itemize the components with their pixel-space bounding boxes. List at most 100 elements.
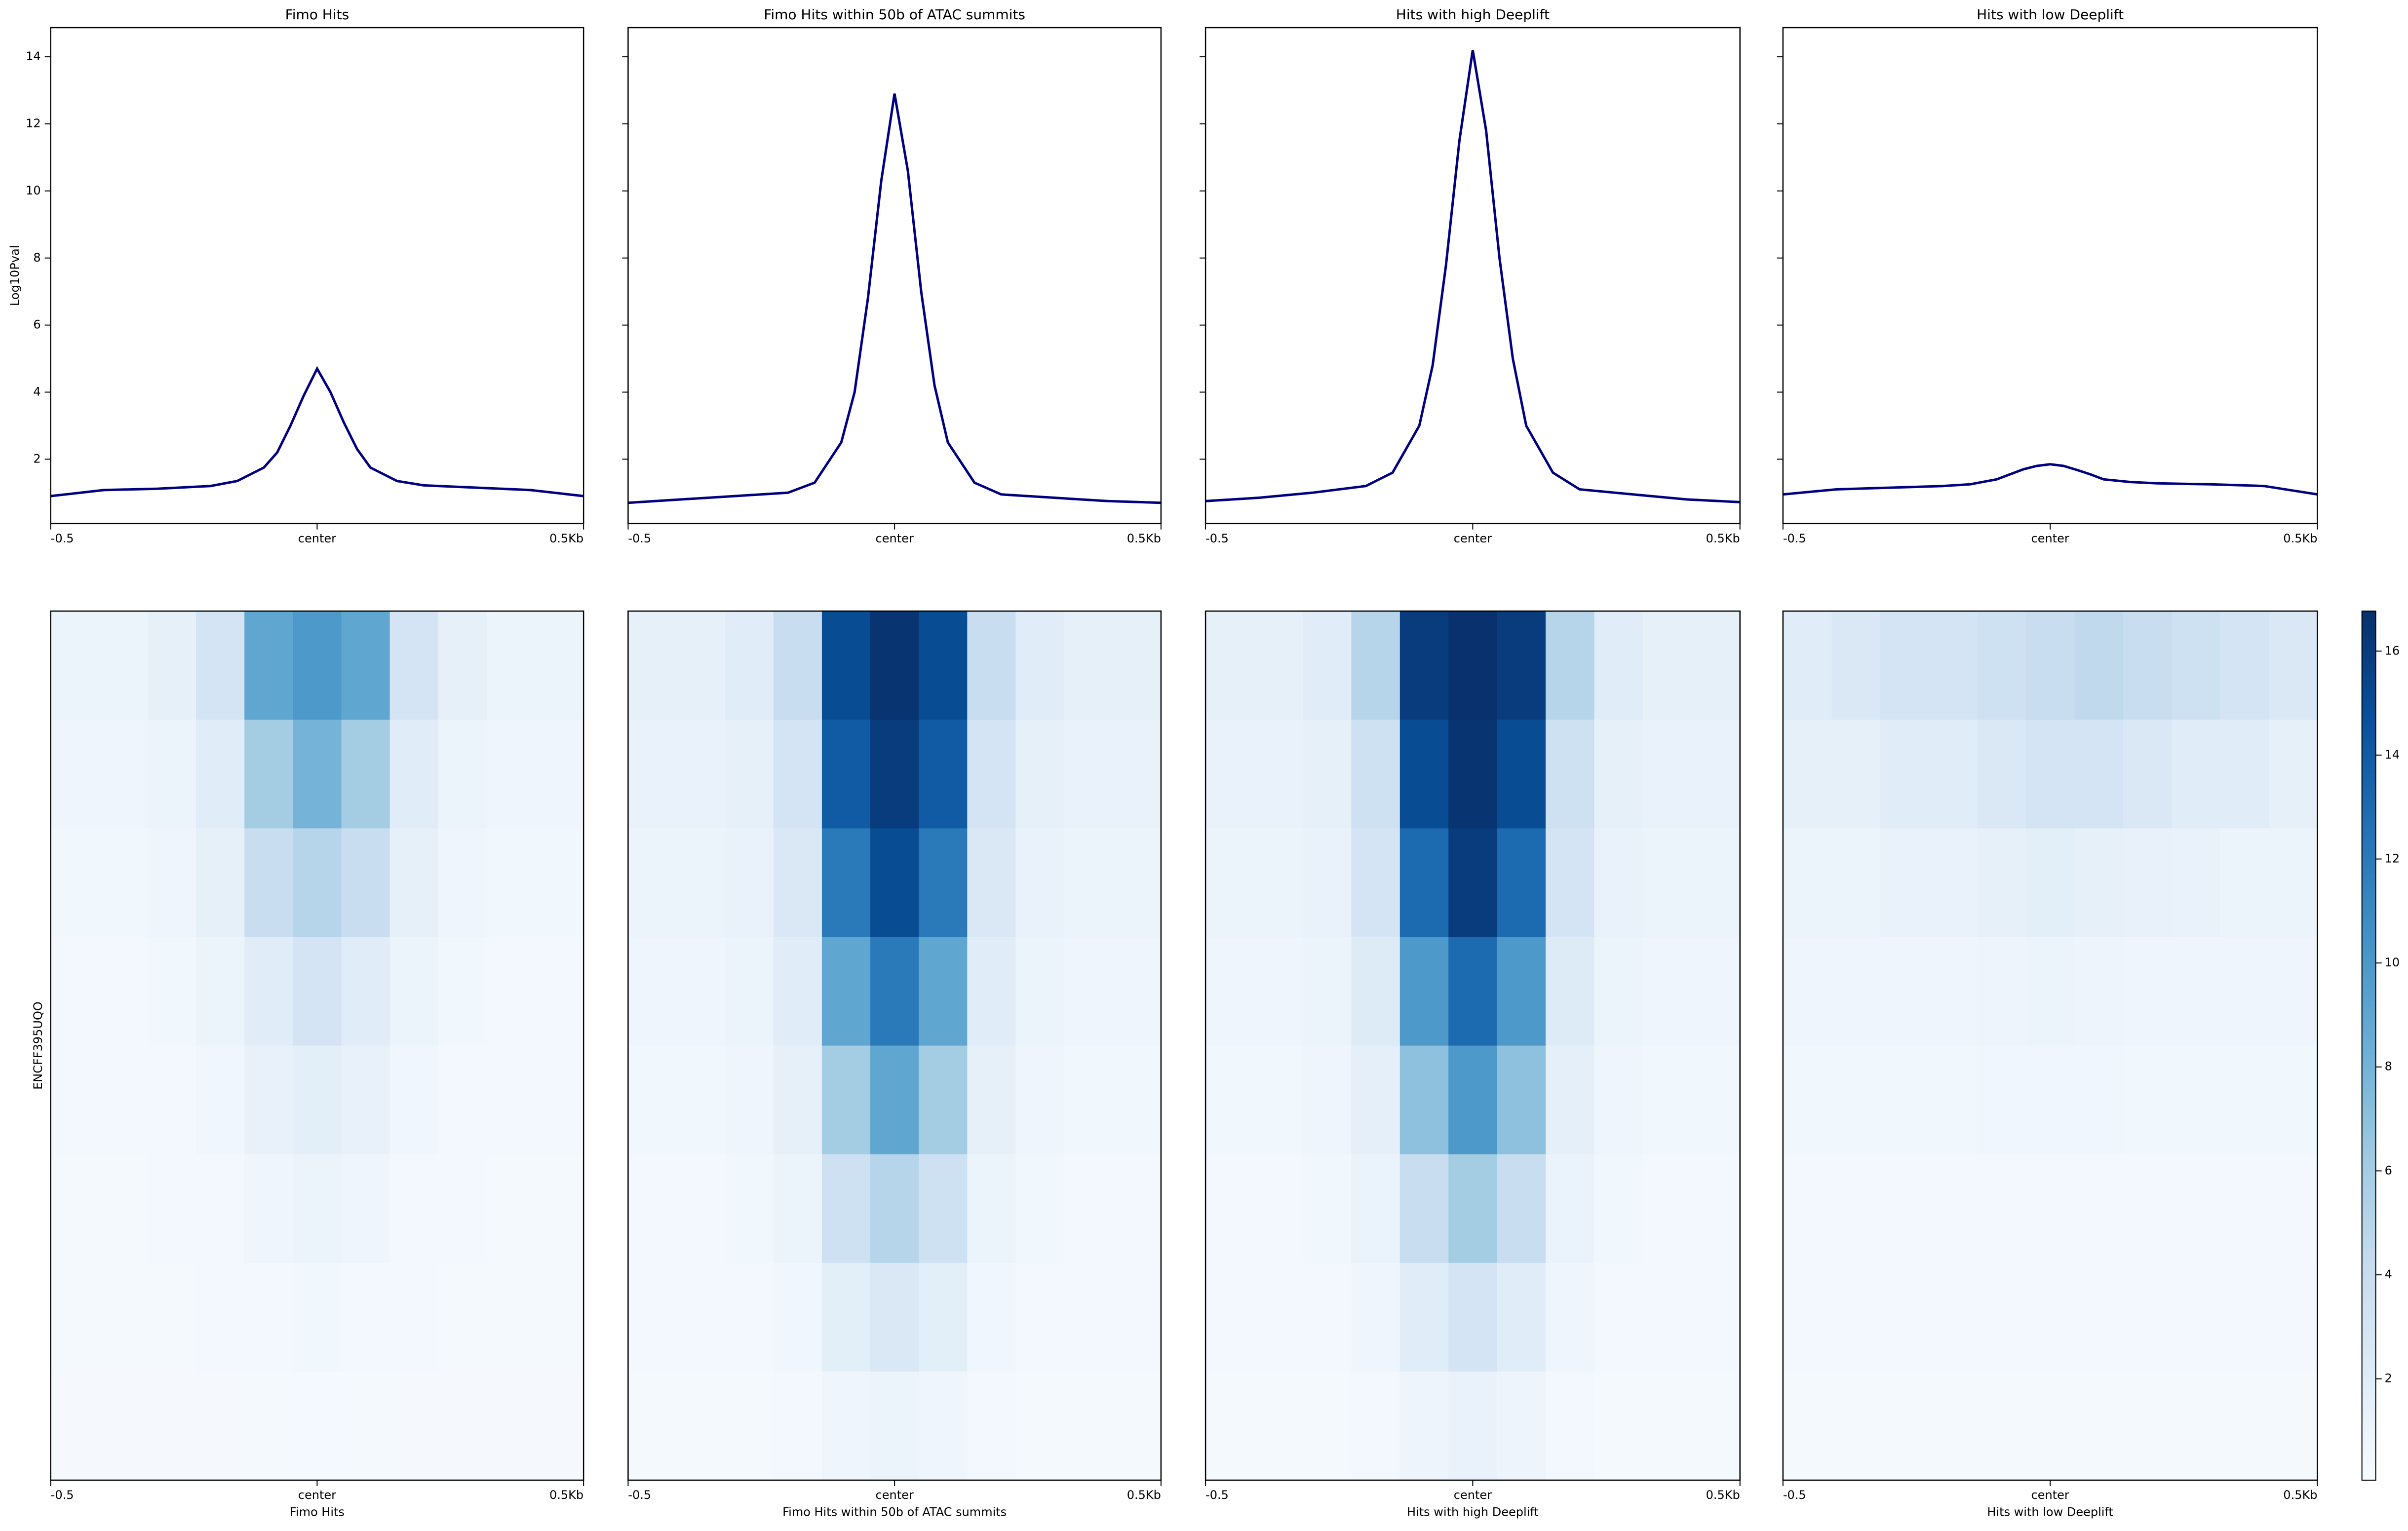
- heatmap-cell: [2074, 1263, 2124, 1372]
- heatmap-cell: [1399, 1154, 1449, 1263]
- heatmap-cell: [341, 1263, 390, 1372]
- y-tick-label: 6: [33, 318, 40, 332]
- heatmap-cell: [1205, 937, 1255, 1046]
- x-tick-label: -0.5: [1205, 1488, 1229, 1502]
- heatmap-cell: [870, 937, 919, 1046]
- axes-frame: [1782, 27, 2318, 525]
- heatmap-cell: [821, 611, 871, 720]
- heatmap-cell: [967, 720, 1016, 829]
- heatmap-cell: [1064, 1263, 1113, 1372]
- heatmap-cell: [1205, 1371, 1255, 1481]
- heatmap-cell: [2172, 1154, 2221, 1263]
- heatmap-cell: [1977, 937, 2026, 1046]
- heatmap-cell: [1448, 1263, 1498, 1372]
- heatmap-cell: [1254, 1154, 1303, 1263]
- x-tick-label: 0.5Kb: [2283, 1488, 2317, 1502]
- heatmap-cell: [99, 1263, 148, 1372]
- heatmap-cell: [773, 828, 822, 937]
- heatmap-cell: [2123, 720, 2172, 829]
- heatmap-cell: [486, 937, 536, 1046]
- heatmap-cell: [1302, 1263, 1352, 1372]
- heatmap-cell: [99, 611, 148, 720]
- heatmap-cell: [1302, 1371, 1352, 1481]
- heatmap-cell: [870, 828, 919, 937]
- heatmap-cell: [50, 828, 100, 937]
- x-tick-label: -0.5: [628, 532, 651, 545]
- heatmap-cell: [2269, 1263, 2318, 1372]
- heatmap-cell: [1205, 720, 1255, 829]
- heatmap-cell: [1831, 1263, 1881, 1372]
- axes-frame: [1204, 27, 1741, 525]
- heatmap-cell: [821, 1371, 871, 1481]
- x-axis-label: Fimo Hits: [290, 1505, 345, 1519]
- profile-line: [1205, 50, 1740, 503]
- heatmap-cell: [196, 937, 245, 1046]
- heatmap-cell: [438, 611, 487, 720]
- heatmap-cell: [1112, 1371, 1162, 1481]
- heatmap-cell: [1783, 1045, 1832, 1155]
- heatmap-cell: [1783, 828, 1832, 937]
- heatmap-cell: [1977, 1371, 2026, 1481]
- heatmap-cell: [486, 611, 536, 720]
- heatmap-cell: [293, 937, 342, 1046]
- heatmap-cell: [2220, 1045, 2269, 1155]
- heatmap-cell: [1064, 720, 1113, 829]
- heatmap-cell: [773, 720, 822, 829]
- heatmap-cell: [1783, 611, 1832, 720]
- heatmap-cell: [2220, 1263, 2269, 1372]
- heatmap-cell: [2172, 1045, 2221, 1155]
- heatmap-cell: [2172, 611, 2221, 720]
- heatmap-cell: [773, 1045, 822, 1155]
- heatmap-cell: [2025, 828, 2075, 937]
- x-tick-label: center: [2031, 1488, 2069, 1502]
- heatmap-cell: [1015, 720, 1065, 829]
- y-tick-label: 14: [26, 49, 41, 63]
- heatmap-cell: [2220, 1371, 2269, 1481]
- heatmap-cell: [870, 611, 919, 720]
- heatmap-cell: [1015, 937, 1065, 1046]
- heatmap-cell: [438, 1154, 487, 1263]
- heatmap-cell: [2220, 937, 2269, 1046]
- heatmap-cell: [1929, 828, 1978, 937]
- heatmap-cell: [1205, 611, 1255, 720]
- heatmap-cell: [438, 937, 487, 1046]
- heatmap-cell: [196, 611, 245, 720]
- heatmap-cell: [870, 720, 919, 829]
- heatmap-cell: [147, 720, 196, 829]
- heatmap-cell: [1831, 611, 1881, 720]
- heatmap-cell: [341, 1154, 390, 1263]
- heatmap-cell: [2074, 937, 2124, 1046]
- heatmap-cell: [628, 1045, 677, 1155]
- heatmap-cell: [389, 828, 439, 937]
- heatmap-cell: [1351, 720, 1400, 829]
- heatmap-cell: [1977, 720, 2026, 829]
- heatmap-cell: [1880, 1045, 1929, 1155]
- heatmap-cell: [1351, 1045, 1400, 1155]
- heatmap-cell: [147, 937, 196, 1046]
- heatmap-cell: [244, 611, 293, 720]
- heatmap-cell: [725, 611, 774, 720]
- heatmap-cell: [676, 1154, 726, 1263]
- heatmap-cell: [1691, 828, 1741, 937]
- heatmap-cell: [535, 1371, 584, 1481]
- heatmap-cell: [486, 720, 536, 829]
- heatmap-cell: [99, 937, 148, 1046]
- heatmap-cell: [1015, 1045, 1065, 1155]
- heatmap-cell: [1546, 611, 1594, 720]
- heatmap-cell: [1642, 828, 1692, 937]
- heatmap-cell: [1546, 1371, 1594, 1481]
- panel-title: Fimo Hits: [285, 6, 350, 23]
- heatmap-cell: [1880, 1263, 1929, 1372]
- heatmap-cell: [1205, 1045, 1255, 1155]
- heatmap-cell: [2025, 611, 2075, 720]
- heatmap-cell: [1497, 1154, 1546, 1263]
- heatmap-cell: [1497, 1263, 1546, 1372]
- heatmap-cell: [389, 720, 439, 829]
- heatmap-cell: [919, 1371, 968, 1481]
- heatmap-cell: [1880, 1154, 1929, 1263]
- heatmap-cell: [244, 1371, 293, 1481]
- heatmap-cell: [1977, 1154, 2026, 1263]
- heatmap-cell: [50, 1154, 100, 1263]
- heatmap-cell: [919, 937, 968, 1046]
- heatmap-cell: [1783, 1263, 1832, 1372]
